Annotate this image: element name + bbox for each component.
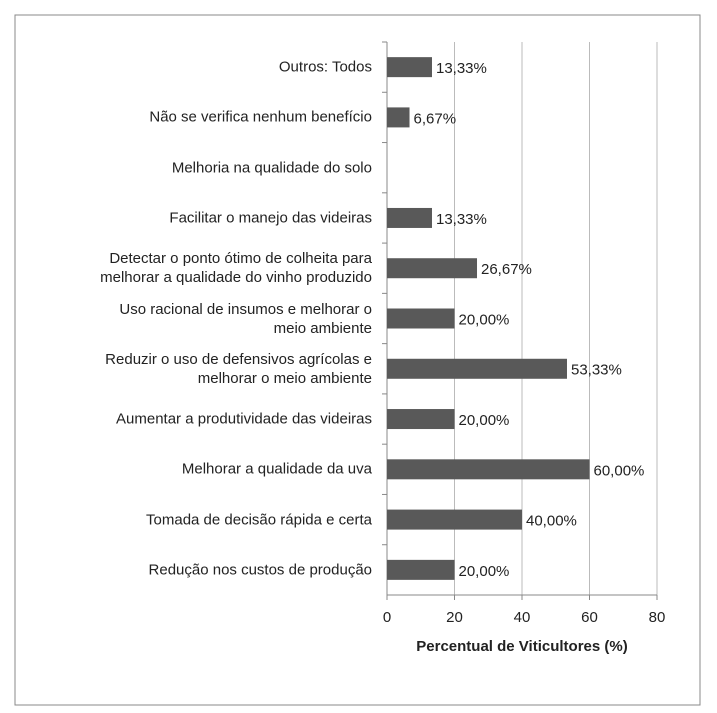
y-tick-label: Melhoria na qualidade do solo — [171, 159, 372, 177]
y-tick-label: Facilitar o manejo das videiras — [169, 209, 372, 227]
bar — [387, 107, 410, 128]
y-tick-label: Tomada de decisão rápida e certa — [146, 511, 372, 529]
bar — [387, 57, 432, 78]
y-tick-label: Outros: Todos — [278, 58, 372, 76]
value-label: 20,00% — [459, 311, 510, 328]
x-tick-label: 40 — [514, 609, 531, 626]
value-label: 26,67% — [481, 261, 532, 278]
value-label: 20,00% — [459, 563, 510, 580]
value-label: 20,00% — [459, 412, 510, 429]
value-label: 13,33% — [436, 211, 487, 228]
value-label: 60,00% — [594, 462, 645, 479]
bar — [387, 308, 455, 329]
y-tick-label: Uso racional de insumos e melhorar o mei… — [119, 300, 372, 337]
y-tick-label: Detectar o ponto ótimo de colheita para … — [100, 250, 372, 287]
bar — [387, 559, 455, 580]
bar — [387, 358, 567, 379]
value-label: 6,67% — [414, 110, 457, 127]
frame — [14, 14, 701, 706]
bar — [387, 509, 522, 530]
bar — [387, 459, 590, 480]
y-tick-label: Reduzir o uso de defensivos agrícolas e … — [105, 350, 372, 387]
bar — [387, 409, 455, 430]
bar — [387, 258, 478, 279]
value-label: 53,33% — [571, 362, 622, 379]
x-tick-label: 20 — [446, 609, 463, 626]
y-tick-label: Redução nos custos de produção — [148, 561, 372, 579]
bar — [387, 207, 432, 228]
value-label: 13,33% — [436, 60, 487, 77]
value-label: 40,00% — [526, 513, 577, 530]
x-tick-label: 0 — [383, 609, 391, 626]
x-tick-label: 60 — [581, 609, 598, 626]
y-tick-label: Aumentar a produtividade das videiras — [116, 410, 372, 428]
x-axis-title: Percentual de Viticultores (%) — [416, 638, 627, 655]
x-tick-label: 80 — [649, 609, 666, 626]
y-tick-label: Melhorar a qualidade da uva — [181, 460, 372, 478]
y-tick-label: Não se verifica nenhum benefício — [149, 108, 372, 126]
